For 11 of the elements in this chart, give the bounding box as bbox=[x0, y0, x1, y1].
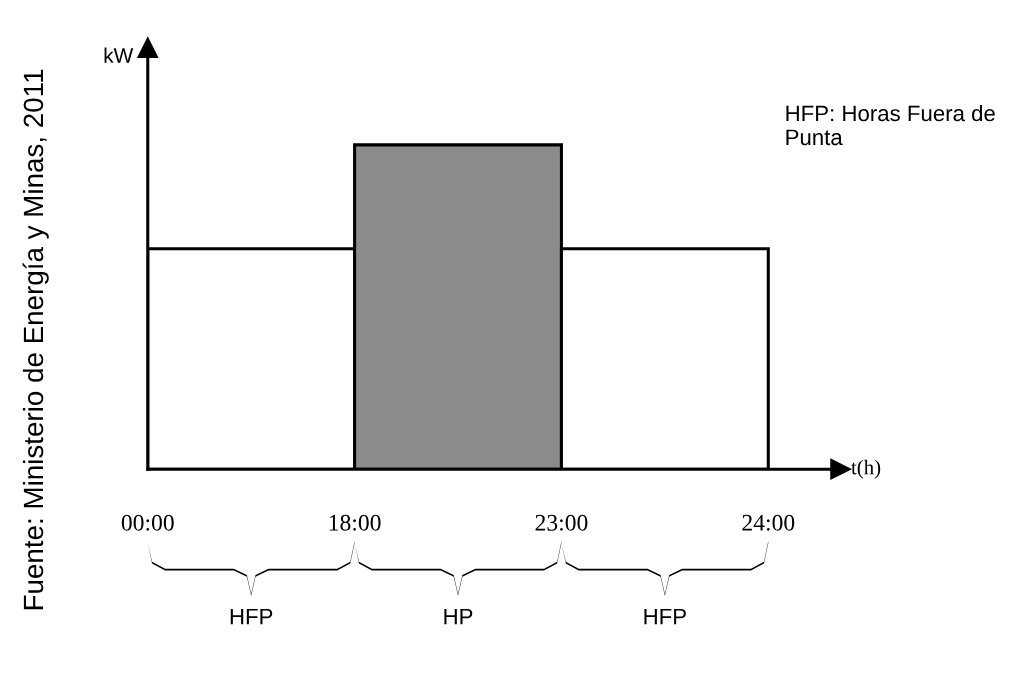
text: 00:00 bbox=[121, 514, 174, 531]
text: 23:00 bbox=[535, 514, 588, 531]
source-note: Fuente: Ministerio de Energía y Minas, 2011 bbox=[22, 69, 49, 610]
y-axis-title: kW bbox=[104, 47, 134, 63]
x-tick-label: HFP bbox=[644, 608, 686, 625]
text: 24:00 bbox=[742, 514, 795, 531]
text: 18:00 bbox=[329, 514, 381, 531]
x-tick-label: HP bbox=[444, 608, 473, 625]
x-tick-label: HFP bbox=[230, 608, 273, 625]
x-axis-title: t(h) bbox=[851, 459, 881, 479]
annotation: HFP: Horas Fuera de Punta bbox=[786, 104, 995, 146]
